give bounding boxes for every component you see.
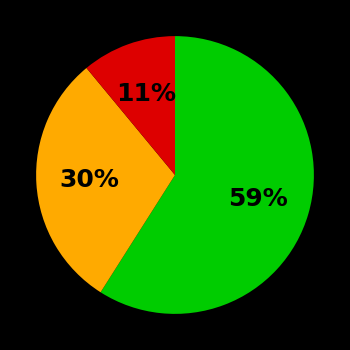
Wedge shape [86, 36, 175, 175]
Wedge shape [100, 36, 314, 314]
Text: 59%: 59% [228, 187, 288, 211]
Text: 30%: 30% [59, 168, 119, 192]
Wedge shape [36, 68, 175, 292]
Text: 11%: 11% [116, 82, 176, 106]
